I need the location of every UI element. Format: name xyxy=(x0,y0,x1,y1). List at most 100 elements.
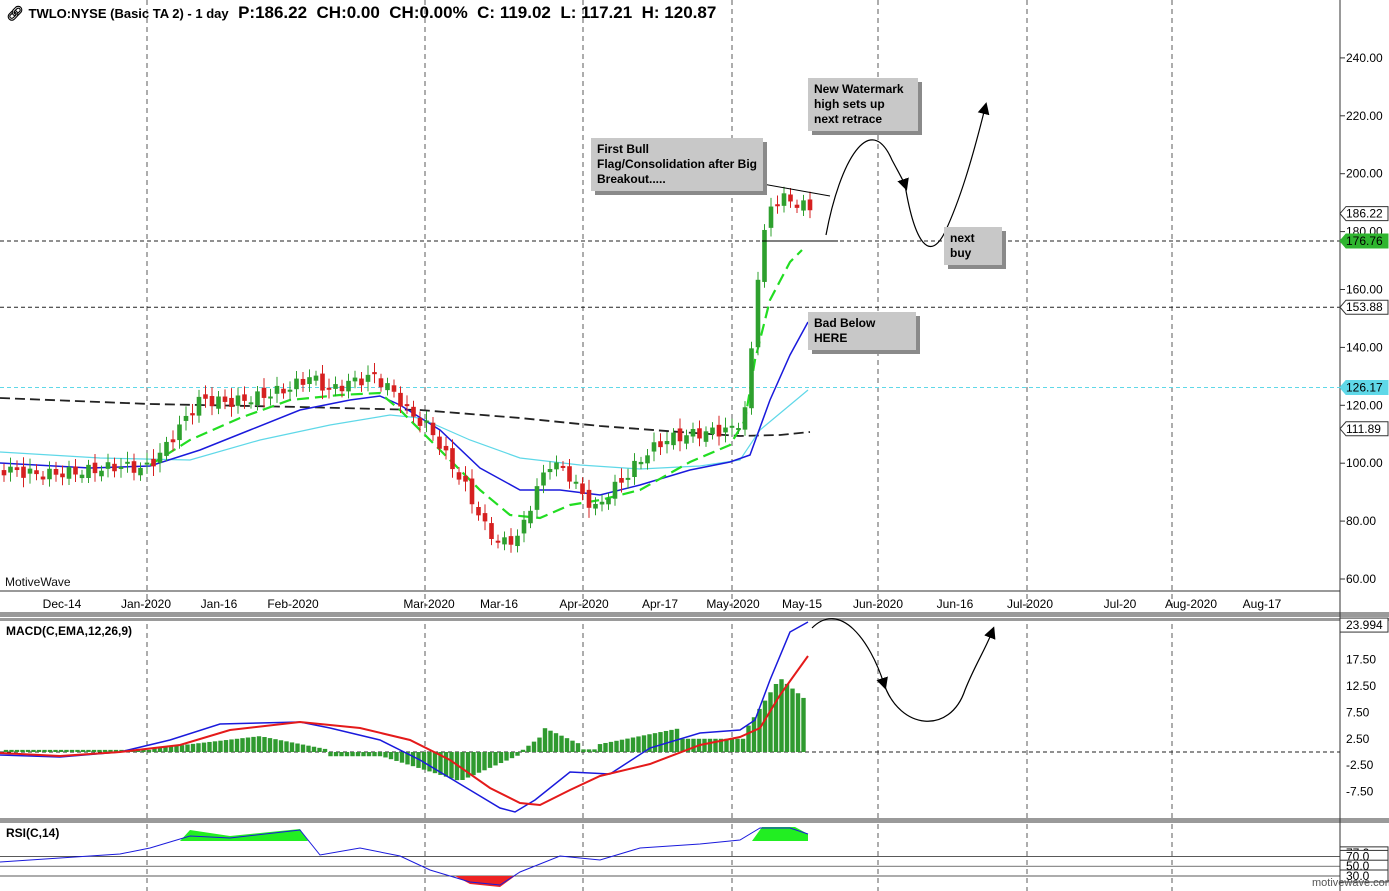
macd-histogram-bar xyxy=(438,752,443,775)
macd-histogram-bar xyxy=(53,749,58,752)
macd-histogram-bar xyxy=(245,737,251,752)
candle-body xyxy=(710,427,715,435)
price-tick-label: 60.00 xyxy=(1346,572,1376,586)
macd-histogram-bar xyxy=(163,747,168,752)
candle-body xyxy=(437,436,442,449)
candle-body xyxy=(534,486,540,510)
macd-histogram-bar xyxy=(311,746,317,752)
macd-histogram-bar xyxy=(421,752,427,770)
macd-tag xyxy=(1339,617,1389,633)
macd-histogram-bar xyxy=(179,745,185,752)
macd-histogram-bar xyxy=(20,749,25,752)
candle-body xyxy=(40,476,46,480)
macd-histogram-bar xyxy=(284,741,289,752)
macd-histogram-bar xyxy=(256,736,262,752)
candle-body xyxy=(352,377,358,382)
macd-histogram-bar xyxy=(537,737,542,752)
price-tag-label: 126.17 xyxy=(1346,380,1383,394)
price-tick-label: 240.00 xyxy=(1346,51,1383,65)
macd-histogram-bar xyxy=(97,749,102,752)
macd-histogram-bar xyxy=(361,752,366,757)
candle-body xyxy=(255,391,260,406)
watermark-note[interactable]: New Watermark high sets up next retrace xyxy=(808,78,918,131)
candle-body xyxy=(53,468,59,475)
candle-body xyxy=(515,535,520,547)
candle-body xyxy=(742,407,748,430)
macd-histogram-bar xyxy=(410,752,416,767)
macd-histogram-bar xyxy=(471,752,476,776)
time-tick-label: Jan-2020 xyxy=(121,597,171,611)
time-tick-label: Jan-16 xyxy=(201,597,238,611)
macd-histogram-bar xyxy=(597,744,603,752)
candle-body xyxy=(658,441,663,448)
macd-histogram-bar xyxy=(460,752,465,780)
price-tick-label: 100.00 xyxy=(1346,456,1383,470)
macd-histogram-bar xyxy=(322,748,328,752)
candle-body xyxy=(541,472,546,486)
candle-body xyxy=(14,467,20,471)
macd-tick-label: 2.50 xyxy=(1346,732,1370,746)
macd-histogram-bar xyxy=(652,733,658,752)
candle-body xyxy=(164,441,169,456)
candle-body xyxy=(105,462,111,469)
rsi-title: RSI(C,14) xyxy=(6,826,60,840)
link-icon[interactable]: 🔗︎ xyxy=(6,5,24,21)
candle-body xyxy=(60,473,65,478)
candle-body xyxy=(476,507,481,516)
candle-body xyxy=(723,427,728,433)
candle-body xyxy=(346,380,351,392)
candle-body xyxy=(229,397,234,407)
candle-body xyxy=(320,373,325,391)
candle-body xyxy=(586,489,592,508)
macd-histogram-bar xyxy=(465,752,471,778)
candle-body xyxy=(755,279,761,348)
macd-histogram-bar xyxy=(790,688,795,752)
macd-histogram-bar xyxy=(168,746,174,752)
macd-histogram-bar xyxy=(339,752,344,757)
macd-histogram-bar xyxy=(185,744,190,752)
candle-body xyxy=(651,442,657,452)
candle-body xyxy=(801,200,806,211)
macd-histogram-bar xyxy=(405,752,410,765)
macd-histogram-bar xyxy=(229,739,234,752)
macd-histogram-bar xyxy=(201,742,207,752)
panel-separator xyxy=(0,618,1389,621)
candle-body xyxy=(144,462,150,465)
rsi-tag xyxy=(1339,869,1389,883)
macd-histogram-bar xyxy=(559,735,564,752)
macd-histogram-bar xyxy=(317,747,322,752)
bull-flag-note[interactable]: First Bull Flag/Consolidation after Big … xyxy=(591,138,763,191)
candle-body xyxy=(248,402,254,405)
candle-body xyxy=(560,465,566,468)
next-buy-note[interactable]: next buy xyxy=(944,227,1002,265)
rsi-oversold-fill xyxy=(455,876,515,887)
candle-body xyxy=(287,389,293,392)
rsi-overbought-fill xyxy=(752,827,808,841)
macd-histogram-bar xyxy=(658,732,663,752)
ma-blue-line xyxy=(0,321,809,496)
time-tick-label: Jul-20 xyxy=(1104,597,1137,611)
candle-body xyxy=(268,396,273,399)
bad-below-note[interactable]: Bad Below HERE xyxy=(808,312,916,350)
macd-histogram-bar xyxy=(344,752,350,757)
candle-body xyxy=(703,431,709,442)
candle-body xyxy=(27,468,33,474)
macd-histogram-bar xyxy=(779,679,784,752)
macd-histogram-bar xyxy=(9,749,14,752)
time-tick-label: Jun-2020 xyxy=(853,597,903,611)
candle-body xyxy=(788,194,793,202)
candle-body xyxy=(47,468,52,480)
macd-histogram-bar xyxy=(691,738,696,752)
price-tag-label: 111.89 xyxy=(1346,422,1381,436)
candle-body xyxy=(567,466,572,482)
macd-histogram-bar xyxy=(69,749,75,752)
macd-histogram-bar xyxy=(526,745,531,752)
chart-header: 🔗︎ TWLO:NYSE (Basic TA 2) - 1 day P:186.… xyxy=(6,3,716,23)
candle-body xyxy=(333,384,338,389)
candle-body xyxy=(216,396,221,409)
candle-body xyxy=(378,378,384,388)
time-tick-label: Mar-16 xyxy=(480,597,518,611)
macd-histogram-bar xyxy=(729,738,735,752)
macd-histogram-bar xyxy=(493,752,498,766)
